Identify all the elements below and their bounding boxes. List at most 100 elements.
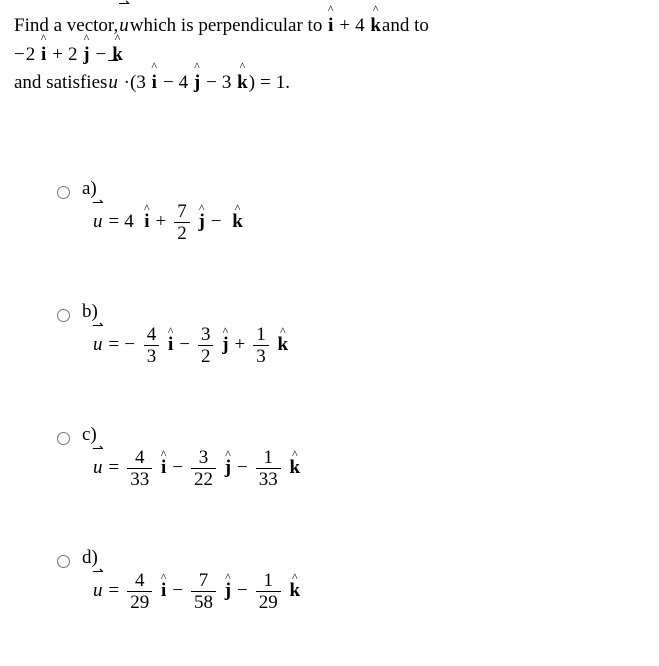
options-list: a)⇀u=4 ^i+72 ^j− ^kb)⇀u=− 43 ^i−32 ^j+13… [14, 178, 645, 612]
coef: 3 [136, 69, 146, 98]
rhs: 1 [276, 69, 286, 98]
coef: 2 [68, 41, 78, 70]
equals-op: = [109, 211, 120, 233]
option-radio[interactable] [57, 186, 70, 199]
fraction: 133 [256, 448, 281, 489]
coef: 4 [355, 12, 365, 41]
fraction: 13 [253, 325, 269, 366]
numerator: 3 [198, 325, 214, 344]
coef: 2 [26, 41, 36, 70]
denominator: 58 [191, 593, 216, 612]
text: . [285, 69, 290, 98]
fraction: 429 [127, 571, 152, 612]
j-hat: j [83, 44, 89, 65]
equals-op: = [109, 580, 120, 602]
fraction: 32 [198, 325, 214, 366]
denominator: 33 [256, 470, 281, 489]
j-hat: j [194, 72, 200, 93]
arrow-icon: ⇀ [107, 59, 119, 65]
option-expression: ⇀u=4 ^i+72 ^j− ^k [82, 202, 244, 243]
plus-op: + [235, 334, 246, 356]
option-radio[interactable] [57, 555, 70, 568]
minus-op: − [179, 334, 190, 356]
option-content: b)⇀u=− 43 ^i−32 ^j+13 ^k [82, 301, 289, 366]
minus-op: − [124, 334, 135, 356]
hat-icon: ^ [151, 63, 158, 69]
denominator: 29 [127, 593, 152, 612]
option-expression: ⇀u=433 ^i−322 ^j−133 ^k [82, 448, 301, 489]
hat-icon: ^ [193, 63, 201, 69]
k-hat: k [370, 15, 381, 36]
option-row: c)⇀u=433 ^i−322 ^j−133 ^k [52, 424, 645, 489]
hat-icon: ^ [224, 574, 232, 580]
denominator: 22 [191, 470, 216, 489]
hat-icon: ^ [221, 328, 229, 334]
dot-op: · [124, 69, 130, 98]
i-hat: i [41, 44, 46, 65]
hat-icon: ^ [289, 451, 302, 457]
minus-op: − [172, 457, 183, 479]
hat-icon: ^ [231, 205, 244, 211]
option-content: a)⇀u=4 ^i+72 ^j− ^k [82, 178, 244, 243]
denominator: 3 [144, 347, 160, 366]
coef: 3 [222, 69, 232, 98]
option-label: a) [82, 178, 244, 200]
numerator: 1 [253, 325, 269, 344]
u-letter: u [93, 457, 103, 478]
coef: 4 [124, 211, 134, 233]
text: and to [382, 12, 429, 41]
fraction: 129 [256, 571, 281, 612]
hat-icon: ^ [40, 35, 47, 41]
numerator: 3 [196, 448, 212, 467]
text: which is perpendicular to [130, 12, 323, 41]
arrow-icon: ⇀ [92, 447, 104, 453]
numerator: 1 [261, 571, 277, 590]
hat-icon: ^ [224, 451, 232, 457]
plus-op: + [52, 41, 63, 70]
vector-1: ^i + 4 ^k [322, 12, 382, 41]
u-letter: u [93, 580, 103, 601]
denominator: 33 [127, 470, 152, 489]
fraction: 43 [144, 325, 160, 366]
text: Find a vector, [14, 12, 118, 41]
minus-op: − [172, 580, 183, 602]
plus-op: + [156, 211, 167, 233]
hat-icon: ^ [369, 6, 382, 12]
u-letter: u [93, 334, 103, 355]
arrow-icon: ⇀ [92, 201, 104, 207]
u-letter: u [119, 15, 129, 36]
option-expression: ⇀u=− 43 ^i−32 ^j+13 ^k [82, 325, 289, 366]
option-radio[interactable] [57, 309, 70, 322]
minus-op: − [237, 580, 248, 602]
minus-op: − [237, 457, 248, 479]
option-content: c)⇀u=433 ^i−322 ^j−133 ^k [82, 424, 301, 489]
hat-icon: ^ [82, 35, 90, 41]
hat-icon: ^ [111, 35, 124, 41]
plus-op: + [339, 12, 350, 41]
minus-op: − [96, 41, 107, 70]
fraction: 322 [191, 448, 216, 489]
hat-icon: ^ [143, 205, 150, 211]
minus-op: − [14, 41, 25, 70]
minus-op: − [206, 69, 217, 98]
denominator: 2 [198, 347, 214, 366]
denominator: 3 [253, 347, 269, 366]
hat-icon: ^ [289, 574, 302, 580]
option-row: d)⇀u=429 ^i−758 ^j−129 ^k [52, 547, 645, 612]
equals-op: = [109, 334, 120, 356]
hat-icon: ^ [197, 205, 205, 211]
option-radio[interactable] [57, 432, 70, 445]
option-label: b) [82, 301, 289, 323]
option-label: c) [82, 424, 301, 446]
denominator: 2 [174, 224, 190, 243]
arrow-icon: ⇀ [118, 2, 130, 8]
option-row: a)⇀u=4 ^i+72 ^j− ^k [52, 178, 645, 243]
arrow-icon: ⇀ [92, 324, 104, 330]
option-expression: ⇀u=429 ^i−758 ^j−129 ^k [82, 571, 301, 612]
question-stem: Find a vector, ⇀ u which is perpendicular… [14, 12, 645, 98]
arrow-icon: ⇀ [92, 570, 104, 576]
hat-icon: ^ [236, 63, 249, 69]
fraction: 72 [174, 202, 190, 243]
equals-op: = [260, 69, 271, 98]
numerator: 4 [132, 571, 148, 590]
